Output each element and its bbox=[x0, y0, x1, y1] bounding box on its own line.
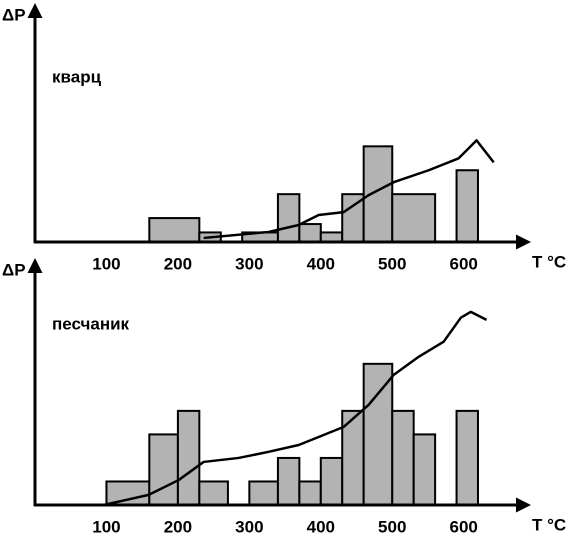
y-axis-label: ΔP bbox=[2, 260, 26, 279]
bar bbox=[391, 193, 437, 243]
bar bbox=[148, 217, 201, 243]
bar bbox=[248, 480, 279, 506]
x-tick-label: 100 bbox=[92, 254, 120, 273]
annotation: песчаник bbox=[52, 314, 130, 333]
x-tick-label: 100 bbox=[92, 517, 120, 536]
bar bbox=[362, 362, 394, 506]
x-axis-label: T °C bbox=[532, 515, 566, 534]
x-tick-label: 600 bbox=[450, 254, 478, 273]
bar bbox=[105, 480, 151, 506]
bar bbox=[198, 480, 229, 506]
bar bbox=[412, 433, 437, 507]
x-tick-label: 600 bbox=[450, 517, 478, 536]
bar bbox=[298, 480, 322, 506]
x-tick-label: 300 bbox=[235, 254, 263, 273]
x-tick-label: 500 bbox=[378, 517, 406, 536]
y-axis-label: ΔP bbox=[2, 5, 26, 24]
x-tick-label: 400 bbox=[307, 517, 335, 536]
bar bbox=[148, 433, 179, 507]
bar bbox=[455, 409, 479, 506]
bar bbox=[276, 456, 301, 506]
bar bbox=[276, 193, 301, 243]
bar bbox=[391, 409, 415, 506]
annotation: кварц bbox=[52, 67, 102, 86]
x-axis-label: T °C bbox=[532, 252, 566, 271]
x-tick-label: 200 bbox=[164, 254, 192, 273]
bar bbox=[319, 456, 344, 506]
bar bbox=[455, 169, 479, 243]
x-tick-label: 200 bbox=[164, 517, 192, 536]
bar bbox=[298, 223, 322, 244]
x-tick-label: 400 bbox=[307, 254, 335, 273]
bar bbox=[176, 409, 201, 506]
line bbox=[203, 139, 495, 240]
line bbox=[103, 310, 488, 507]
x-tick-label: 500 bbox=[378, 254, 406, 273]
x-tick-label: 300 bbox=[235, 517, 263, 536]
